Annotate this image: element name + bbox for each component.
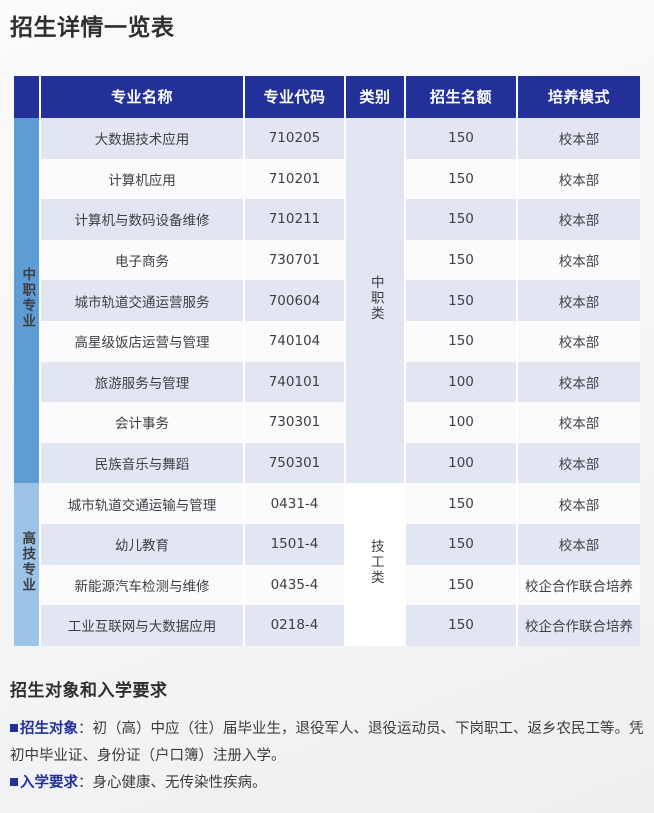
cell-major-name: 会计事务	[40, 402, 245, 443]
cell-major-code: 710205	[244, 118, 346, 159]
cell-training-mode: 校本部	[517, 483, 640, 524]
cell-quota: 150	[405, 118, 518, 159]
cell-quota: 100	[405, 402, 518, 443]
cell-major-name: 计算机与数码设备维修	[40, 199, 245, 240]
cell-major-code: 0431-4	[244, 483, 346, 524]
cell-major-name: 高星级饭店运营与管理	[40, 320, 245, 362]
cell-training-mode: 校本部	[517, 239, 640, 281]
cell-quota: 150	[405, 280, 518, 321]
table-row: 幼儿教育 1501-4 150 校本部	[14, 523, 640, 565]
square-bullet-icon	[10, 778, 18, 786]
cell-quota: 150	[405, 523, 518, 565]
cell-quota: 150	[405, 199, 518, 240]
column-header-training-mode: 培养模式	[517, 76, 640, 118]
cell-major-code: 710201	[244, 158, 346, 200]
table-row: 民族音乐与舞蹈 750301 100 校本部	[14, 442, 640, 484]
group-label-zhongzhi-text: 中职专业	[19, 267, 36, 330]
column-header-group	[14, 76, 41, 118]
requirement-label-audience: 招生对象	[20, 721, 78, 737]
table-row: 计算机应用 710201 150 校本部	[14, 158, 640, 200]
group-label-zhongzhi: 中职专业	[14, 118, 41, 484]
category-label-jigonglei-text: 技工类	[367, 539, 384, 586]
table-row: 工业互联网与大数据应用 0218-4 150 校企合作联合培养	[14, 605, 640, 646]
cell-major-name: 工业互联网与大数据应用	[40, 605, 245, 646]
cell-major-code: 0218-4	[244, 605, 346, 646]
cell-major-name: 城市轨道交通运输与管理	[40, 483, 245, 524]
cell-training-mode: 校本部	[517, 361, 640, 403]
table-row: 新能源汽车检测与维修 0435-4 150 校企合作联合培养	[14, 564, 640, 606]
page-title: 招生详情一览表	[10, 15, 175, 41]
cell-quota: 150	[405, 158, 518, 200]
cell-major-code: 730701	[244, 239, 346, 281]
table-row: 高星级饭店运营与管理 740104 150 校本部	[14, 320, 640, 362]
cell-major-name: 新能源汽车检测与维修	[40, 564, 245, 606]
cell-major-name: 计算机应用	[40, 158, 245, 200]
cell-major-code: 750301	[244, 442, 346, 484]
cell-training-mode: 校企合作联合培养	[517, 564, 640, 606]
cell-major-code: 740101	[244, 361, 346, 403]
table-row: 高技专业 城市轨道交通运输与管理 0431-4 技工类 150 校本部	[14, 483, 640, 646]
cell-major-name: 旅游服务与管理	[40, 361, 245, 403]
column-header-major-name: 专业名称	[40, 76, 245, 118]
table-row: 电子商务 730701 150 校本部	[14, 239, 640, 281]
table-row: 旅游服务与管理 740101 100 校本部	[14, 361, 640, 403]
table-row: 计算机与数码设备维修 710211 150 校本部	[14, 199, 640, 240]
cell-quota: 100	[405, 442, 518, 484]
category-label-zhongzhilei: 中职类	[345, 118, 406, 484]
category-label-jigonglei: 技工类	[345, 483, 406, 646]
cell-quota: 150	[405, 483, 518, 524]
cell-quota: 150	[405, 564, 518, 606]
table-body: 中职专业 大数据技术应用 710205 中职类 150 校本部 计算机应用 71…	[14, 118, 640, 646]
cell-training-mode: 校本部	[517, 118, 640, 159]
group-label-gaoji-text: 高技专业	[19, 531, 36, 594]
table-header-row: 专业名称 专业代码 类别 招生名额 培养模式	[14, 76, 640, 118]
cell-training-mode: 校本部	[517, 402, 640, 443]
requirements-heading: 招生对象和入学要求	[10, 681, 168, 701]
table-row: 城市轨道交通运营服务 700604 150 校本部	[14, 280, 640, 321]
cell-major-name: 城市轨道交通运营服务	[40, 280, 245, 321]
cell-major-code: 740104	[244, 320, 346, 362]
column-header-major-code: 专业代码	[244, 76, 346, 118]
cell-training-mode: 校本部	[517, 442, 640, 484]
cell-major-code: 730301	[244, 402, 346, 443]
requirement-label-entry: 入学要求	[20, 775, 78, 791]
requirement-text-audience: ：初（高）中应（往）届毕业生，退役军人、退役运动员、下岗职工、返乡农民工等。凭初…	[10, 721, 644, 764]
cell-quota: 150	[405, 320, 518, 362]
requirement-item-entry: 入学要求：身心健康、无传染性疾病。	[10, 770, 646, 797]
cell-training-mode: 校本部	[517, 280, 640, 321]
cell-major-name: 电子商务	[40, 239, 245, 281]
cell-quota: 100	[405, 361, 518, 403]
cell-training-mode: 校本部	[517, 199, 640, 240]
admission-table-container: 专业名称 专业代码 类别 招生名额 培养模式 中职专业 大数据技术应用 7102…	[14, 76, 640, 646]
cell-quota: 150	[405, 239, 518, 281]
cell-major-code: 1501-4	[244, 523, 346, 565]
admission-details-table: 专业名称 专业代码 类别 招生名额 培养模式 中职专业 大数据技术应用 7102…	[14, 76, 640, 646]
cell-major-name: 民族音乐与舞蹈	[40, 442, 245, 484]
cell-major-name: 幼儿教育	[40, 523, 245, 565]
cell-training-mode: 校企合作联合培养	[517, 605, 640, 646]
column-header-quota: 招生名额	[405, 76, 518, 118]
square-bullet-icon	[10, 724, 18, 732]
table-row: 中职专业 大数据技术应用 710205 中职类 150 校本部	[14, 118, 640, 484]
table-header: 专业名称 专业代码 类别 招生名额 培养模式	[14, 76, 640, 118]
requirements-section: 招生对象和入学要求 招生对象：初（高）中应（往）届毕业生，退役军人、退役运动员、…	[10, 676, 646, 797]
cell-training-mode: 校本部	[517, 158, 640, 200]
cell-training-mode: 校本部	[517, 523, 640, 565]
table-row: 会计事务 730301 100 校本部	[14, 402, 640, 443]
requirement-text-entry: ：身心健康、无传染性疾病。	[78, 775, 267, 791]
cell-major-code: 700604	[244, 280, 346, 321]
cell-major-code: 0435-4	[244, 564, 346, 606]
requirement-item-audience: 招生对象：初（高）中应（往）届毕业生，退役军人、退役运动员、下岗职工、返乡农民工…	[10, 716, 646, 770]
category-label-zhongzhilei-text: 中职类	[367, 275, 384, 322]
cell-training-mode: 校本部	[517, 320, 640, 362]
cell-major-name: 大数据技术应用	[40, 118, 245, 159]
group-label-gaoji: 高技专业	[14, 483, 41, 646]
column-header-category: 类别	[345, 76, 406, 118]
cell-quota: 150	[405, 605, 518, 646]
cell-major-code: 710211	[244, 199, 346, 240]
